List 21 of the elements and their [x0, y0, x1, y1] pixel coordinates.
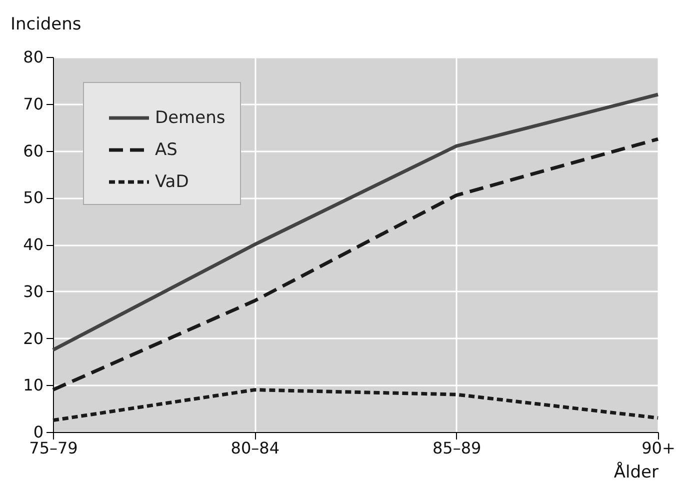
x-tick-label: 90+: [642, 438, 676, 458]
line-series: [51, 388, 660, 422]
legend-label: VaD: [155, 172, 189, 192]
x-tick-label: 80–84: [230, 438, 280, 458]
x-tick-label: 75–79: [29, 438, 78, 458]
y-tick-label: 50: [23, 188, 44, 208]
legend-label: Demens: [155, 108, 226, 128]
legend-label: AS: [155, 140, 178, 160]
y-tick-label: 20: [23, 328, 44, 348]
y-tick-label: 60: [23, 141, 44, 160]
y-tick-label: 10: [23, 376, 44, 395]
y-tick-label: 80: [23, 48, 44, 66]
x-tick-label: 85–89: [432, 438, 482, 458]
y-tick-label: 40: [23, 235, 44, 254]
y-tick-label: 30: [23, 282, 44, 301]
x-axis-title: Ålder: [614, 462, 659, 482]
y-axis-title: Incidens: [10, 14, 82, 34]
y-tick-label: 0: [33, 422, 44, 442]
y-tick-label: 70: [23, 94, 44, 114]
line-series: [51, 92, 660, 352]
line-series: [51, 137, 660, 392]
